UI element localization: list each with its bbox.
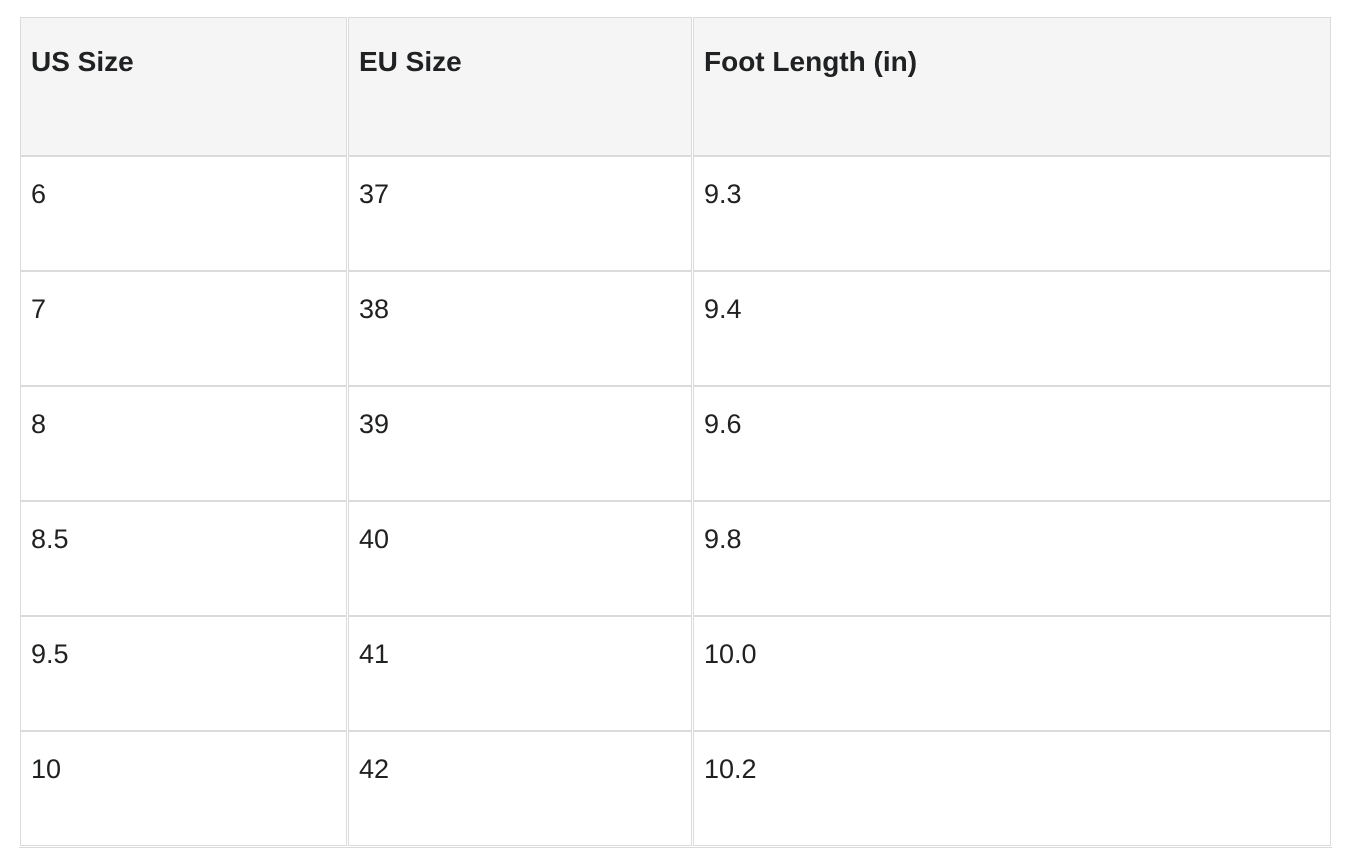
cell-us-size: 8	[20, 386, 347, 501]
cell-eu-size: 40	[348, 501, 692, 616]
cell-eu-size: 41	[348, 616, 692, 731]
column-header-foot-length: Foot Length (in)	[693, 17, 1331, 156]
table-row: 6 37 9.3	[20, 156, 1331, 271]
cell-eu-size: 37	[348, 156, 692, 271]
cell-eu-size: 38	[348, 271, 692, 386]
cell-us-size: 10	[20, 731, 347, 846]
cell-us-size: 6	[20, 156, 347, 271]
column-header-eu-size: EU Size	[348, 17, 692, 156]
cell-foot-length: 9.3	[693, 156, 1331, 271]
cell-foot-length: 9.6	[693, 386, 1331, 501]
cell-foot-length: 10.0	[693, 616, 1331, 731]
column-header-us-size: US Size	[20, 17, 347, 156]
cell-foot-length: 9.8	[693, 501, 1331, 616]
table-row: 8.5 40 9.8	[20, 501, 1331, 616]
size-table: US Size EU Size Foot Length (in) 6 37 9.…	[19, 17, 1332, 846]
cell-us-size: 8.5	[20, 501, 347, 616]
cell-eu-size: 39	[348, 386, 692, 501]
table-row: 9.5 41 10.0	[20, 616, 1331, 731]
table-row: 7 38 9.4	[20, 271, 1331, 386]
cell-eu-size: 42	[348, 731, 692, 846]
cell-foot-length: 9.4	[693, 271, 1331, 386]
table-row: 8 39 9.6	[20, 386, 1331, 501]
header-row: US Size EU Size Foot Length (in)	[20, 17, 1331, 156]
table-row: 10 42 10.2	[20, 731, 1331, 846]
cell-foot-length: 10.2	[693, 731, 1331, 846]
cell-us-size: 7	[20, 271, 347, 386]
size-conversion-table: US Size EU Size Foot Length (in) 6 37 9.…	[19, 17, 1332, 848]
cell-us-size: 9.5	[20, 616, 347, 731]
